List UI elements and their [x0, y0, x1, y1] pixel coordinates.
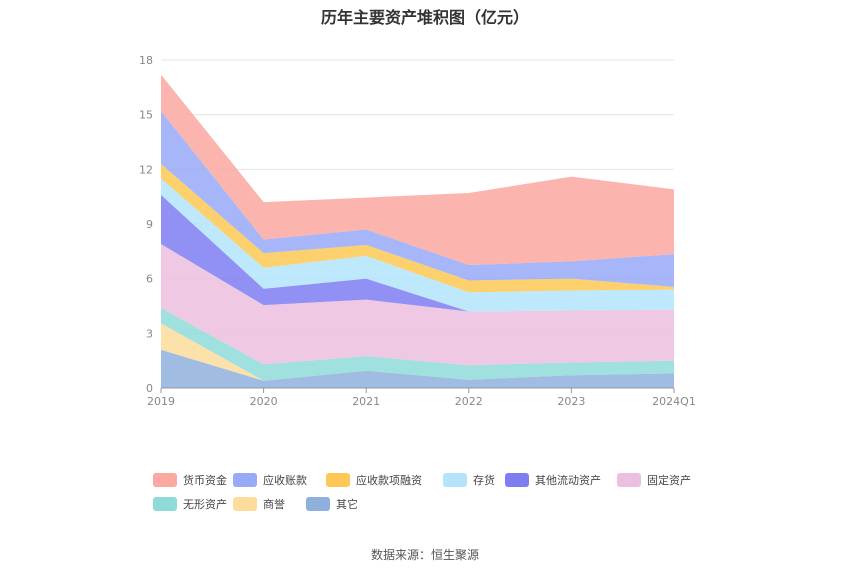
- x-tick-label: 2020: [250, 395, 278, 408]
- legend-label: 无形资产: [183, 498, 227, 511]
- y-tick-label: 6: [146, 273, 153, 286]
- x-tick-label: 2022: [455, 395, 483, 408]
- legend-swatch: [153, 497, 177, 511]
- legend-label: 固定资产: [647, 474, 691, 487]
- y-tick-label: 0: [146, 382, 153, 395]
- x-tick-label: 2023: [557, 395, 585, 408]
- legend-swatch: [233, 473, 257, 487]
- legend-label: 应收账款: [263, 474, 307, 487]
- area-series-2[interactable]: [161, 307, 674, 381]
- legend-item[interactable]: 固定资产: [617, 472, 691, 488]
- x-tick-label: 2024Q1: [652, 395, 696, 408]
- legend-label: 商誉: [263, 498, 285, 511]
- legend-item[interactable]: 无形资产: [153, 496, 227, 512]
- legend-item[interactable]: 其他流动资产: [505, 472, 601, 488]
- y-tick-label: 3: [146, 327, 153, 340]
- area-series-6[interactable]: [161, 163, 674, 293]
- legend-swatch: [617, 473, 641, 487]
- legend-item[interactable]: 存货: [443, 472, 495, 488]
- legend-label: 货币资金: [183, 474, 227, 487]
- legend-item[interactable]: 应收账款: [233, 472, 307, 488]
- area-series-7[interactable]: [161, 111, 674, 287]
- legend-item[interactable]: 其它: [306, 496, 358, 512]
- legend-swatch: [326, 473, 350, 487]
- legend-item[interactable]: 货币资金: [153, 472, 227, 488]
- legend-swatch: [505, 473, 529, 487]
- y-tick-label: 18: [139, 54, 153, 67]
- legend-swatch: [153, 473, 177, 487]
- stacked-area-chart: 0 3 6 9 12 15 18 2019 2020 2021 2022 2023 2024Q1: [139, 54, 696, 408]
- area-series-3[interactable]: [161, 244, 674, 366]
- x-tick-label: 2019: [147, 395, 175, 408]
- x-tick-label: 2021: [352, 395, 380, 408]
- y-tick-label: 12: [139, 163, 153, 176]
- legend-swatch: [233, 497, 257, 511]
- legend-label: 存货: [473, 474, 495, 487]
- legend-item[interactable]: 应收款项融资: [326, 472, 422, 488]
- area-series-0[interactable]: [161, 349, 674, 388]
- legend-label: 其他流动资产: [535, 474, 601, 487]
- legend-item[interactable]: 商誉: [233, 496, 285, 512]
- legend-swatch: [306, 497, 330, 511]
- y-tick-label: 9: [146, 218, 153, 231]
- area-series-5[interactable]: [161, 178, 674, 312]
- data-source: 数据来源：恒生聚源: [370, 548, 479, 562]
- y-tick-label: 15: [139, 109, 153, 122]
- legend-label: 其它: [336, 498, 358, 511]
- legend-label: 应收款项融资: [356, 474, 422, 487]
- legend-swatch: [443, 473, 467, 487]
- area-series-8[interactable]: [161, 74, 674, 265]
- chart-title: 历年主要资产堆积图（亿元）: [320, 8, 529, 27]
